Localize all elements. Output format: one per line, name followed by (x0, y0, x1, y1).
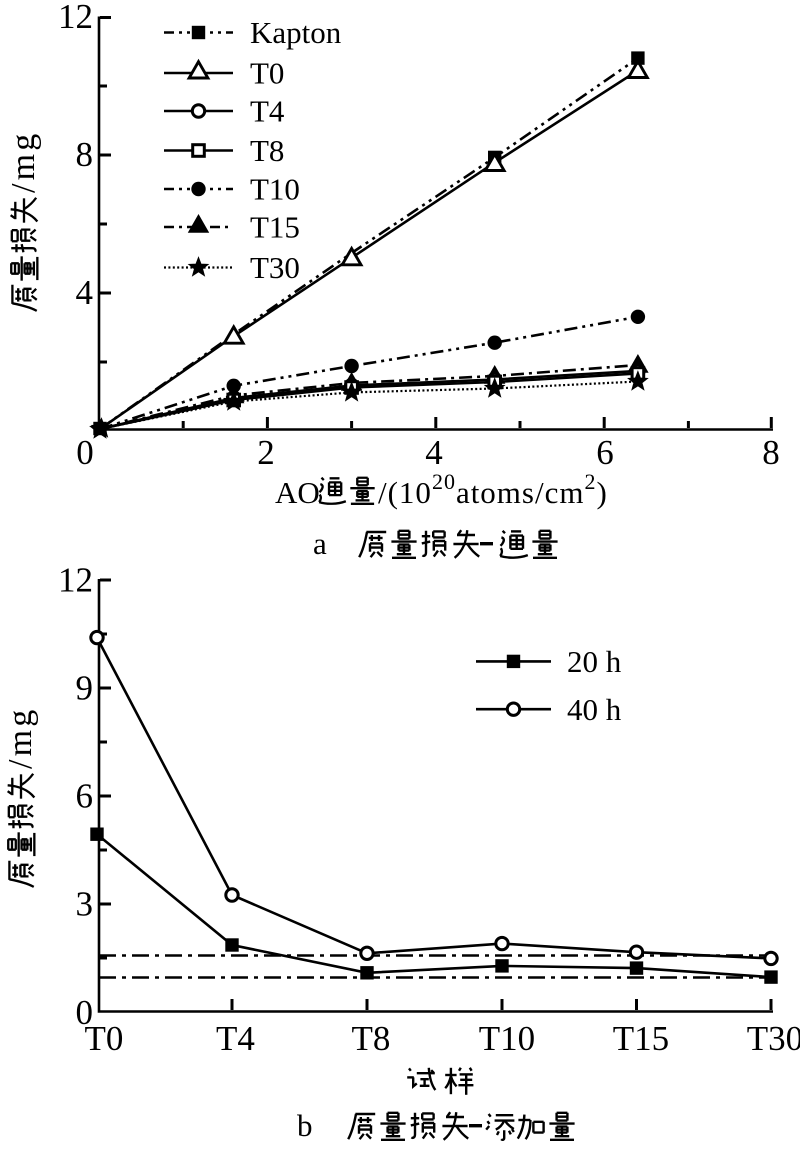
svg-text:4: 4 (425, 433, 443, 472)
svg-text:T10: T10 (250, 172, 300, 207)
svg-text:T4: T4 (250, 94, 285, 129)
svg-text:/mg: /mg (2, 707, 39, 770)
svg-text:8: 8 (762, 433, 780, 472)
svg-text:2: 2 (257, 433, 275, 472)
svg-text:12: 12 (58, 561, 93, 600)
svg-text:T8: T8 (352, 1019, 391, 1058)
svg-text:40 h: 40 h (567, 692, 622, 727)
svg-text:20 h: 20 h (567, 644, 622, 679)
svg-text:T10: T10 (479, 1019, 535, 1058)
svg-text:T4: T4 (216, 1019, 255, 1058)
svg-text:6: 6 (76, 777, 94, 816)
svg-text:AO: AO (275, 475, 320, 510)
svg-text:T30: T30 (250, 250, 300, 285)
svg-text:T30: T30 (747, 1019, 800, 1058)
svg-text:/mg: /mg (5, 131, 42, 194)
svg-text:T0: T0 (250, 56, 284, 91)
svg-text:T8: T8 (250, 133, 284, 168)
svg-text:T15: T15 (250, 210, 300, 245)
svg-text:0: 0 (76, 433, 94, 472)
svg-text:Kapton: Kapton (250, 15, 342, 50)
svg-text:8: 8 (76, 135, 94, 174)
svg-text:a: a (313, 526, 327, 561)
svg-text:3: 3 (76, 885, 94, 924)
svg-text:6: 6 (596, 433, 614, 472)
svg-text:T0: T0 (85, 1019, 124, 1058)
svg-text:/(1020atoms/cm2): /(1020atoms/cm2) (378, 469, 608, 510)
svg-text:9: 9 (76, 669, 94, 708)
svg-text:12: 12 (58, 0, 93, 36)
svg-text:0: 0 (76, 993, 94, 1032)
svg-text:T15: T15 (613, 1019, 669, 1058)
svg-text:4: 4 (76, 273, 94, 312)
svg-text:b: b (297, 1108, 313, 1143)
